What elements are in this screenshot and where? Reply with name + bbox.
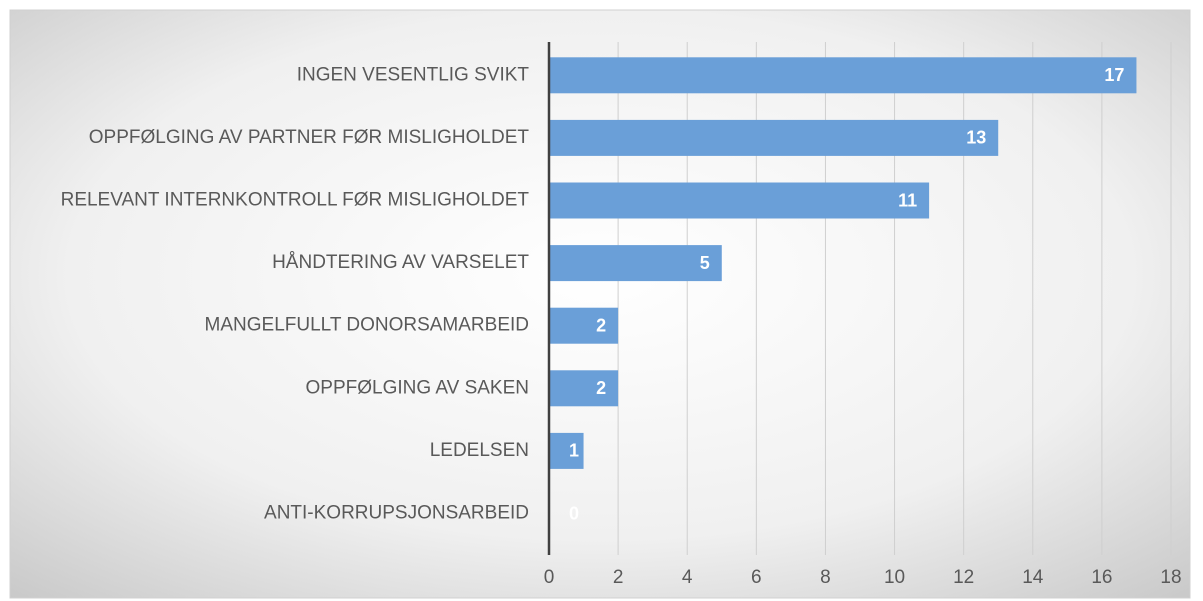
x-tick-label: 10 <box>884 567 905 588</box>
y-tick-label: LEDELSEN <box>430 440 529 461</box>
bar <box>549 370 619 407</box>
y-tick-label: ANTI-KORRUPSJONSARBEID <box>264 503 529 524</box>
x-tick-label: 16 <box>1091 567 1112 588</box>
value-label: 2 <box>596 315 606 335</box>
bar <box>549 182 930 219</box>
x-tick-label: 14 <box>1022 567 1044 588</box>
value-label: 5 <box>700 253 710 273</box>
y-tick-label: RELEVANT INTERNKONTROLL FØR MISLIGHOLDET <box>61 190 530 211</box>
value-label: 1 <box>569 441 579 461</box>
x-tick-label: 18 <box>1160 567 1181 588</box>
bar <box>549 57 1137 94</box>
bar <box>549 307 619 344</box>
y-tick-label: MANGELFULLT DONORSAMARBEID <box>205 315 529 336</box>
plot-background <box>9 9 1191 599</box>
value-label: 11 <box>898 190 917 210</box>
x-tick-label: 0 <box>544 567 555 588</box>
value-label: 17 <box>1104 65 1124 85</box>
bar <box>549 245 722 282</box>
bar <box>549 119 999 156</box>
value-label: 13 <box>966 128 986 148</box>
y-tick-label: HÅNDTERING AV VARSELET <box>272 252 529 273</box>
value-label: 2 <box>596 378 606 398</box>
y-tick-label: INGEN VESENTLIG SVIKT <box>297 64 530 85</box>
y-tick-label: OPPFØLGING AV SAKEN <box>306 377 530 398</box>
x-tick-label: 8 <box>820 567 831 588</box>
x-tick-label: 4 <box>682 567 693 588</box>
x-tick-label: 12 <box>953 567 974 588</box>
x-tick-label: 2 <box>613 567 624 588</box>
value-label: 0 <box>569 503 579 523</box>
x-tick-label: 6 <box>751 567 762 588</box>
y-tick-label: OPPFØLGING AV PARTNER FØR MISLIGHOLDET <box>89 127 530 148</box>
bar <box>549 432 584 469</box>
